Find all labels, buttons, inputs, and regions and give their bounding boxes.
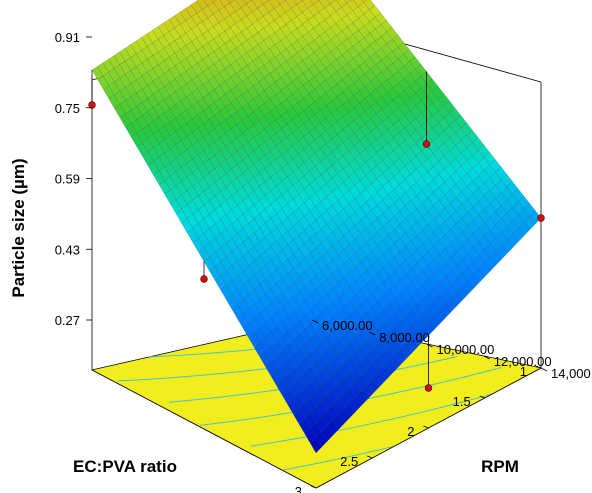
y-tick-label: 8,000.00 xyxy=(379,330,430,345)
x-tick-label: 3 xyxy=(295,484,302,493)
x-tick-mark xyxy=(479,395,485,399)
axis-ticks: 0.27 0.43 0.59 0.75 0.91 1 1.5 2 2.5 3 14,000.0012… xyxy=(55,30,592,493)
x-tick-mark xyxy=(310,485,317,489)
x-tick-mark xyxy=(367,455,373,459)
z-tick-label: 0.91 xyxy=(55,30,80,45)
y-tick-mark xyxy=(483,355,490,360)
y-tick-mark xyxy=(426,343,433,348)
contour-line xyxy=(251,393,493,447)
z-axis-label: Particle size (µm) xyxy=(9,158,28,297)
y-tick-label: 10,000.00 xyxy=(437,342,495,357)
z-tick-label: 0.59 xyxy=(55,172,80,187)
z-tick-label: 0.75 xyxy=(55,101,80,116)
x-axis-label: EC:PVA ratio xyxy=(73,457,177,476)
design-point xyxy=(424,384,433,392)
y-axis-label: RPM xyxy=(481,457,519,476)
y-tick-mark xyxy=(369,331,376,336)
surface-cell xyxy=(310,437,322,454)
z-tick-label: 0.43 xyxy=(55,242,80,257)
design-point xyxy=(537,214,545,222)
x-tick-label: 1 xyxy=(520,364,527,379)
response-surface xyxy=(91,0,542,454)
box-front-frame xyxy=(91,80,542,489)
x-tick-label: 2.5 xyxy=(340,454,358,469)
design-point xyxy=(422,140,431,148)
y-tick-label: 14,000.00 xyxy=(551,366,592,381)
x-tick-label: 2 xyxy=(407,424,414,439)
y-tick-label: 12,000.00 xyxy=(494,354,552,369)
y-tick-label: 6,000.00 xyxy=(322,318,373,333)
design-point xyxy=(88,101,96,109)
contour-line xyxy=(282,445,395,471)
y-tick-mark xyxy=(540,367,548,372)
z-tick-label: 0.27 xyxy=(55,313,80,328)
y-tick-mark xyxy=(311,319,319,324)
design-points xyxy=(88,70,545,392)
design-point xyxy=(200,275,208,283)
x-tick-mark xyxy=(423,425,429,429)
x-tick-mark xyxy=(535,365,542,369)
x-tick-label: 1.5 xyxy=(453,394,471,409)
